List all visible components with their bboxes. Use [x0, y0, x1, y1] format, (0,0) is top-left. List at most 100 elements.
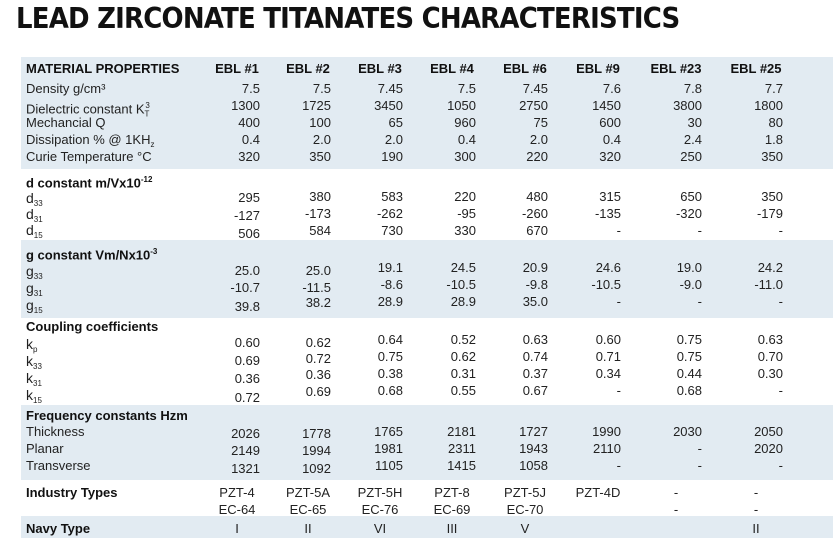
- band-navy: [21, 516, 833, 538]
- industry-type-cell: PZT-5J: [504, 485, 546, 500]
- column-header: EBL #9: [576, 61, 620, 76]
- value-cell: -: [616, 223, 621, 238]
- value-cell: 0.4: [241, 132, 260, 147]
- value-cell: -262: [376, 206, 403, 221]
- industry-type-cell: -: [673, 485, 679, 500]
- column-header: EBL #2: [286, 61, 330, 76]
- value-cell: 0.72: [234, 390, 260, 405]
- value-cell: 75: [533, 115, 548, 130]
- value-cell: 24.5: [450, 260, 476, 275]
- d31-label: d31: [26, 206, 43, 224]
- value-cell: 350: [309, 149, 331, 164]
- material-heading: MATERIAL PROPERTIES: [26, 61, 180, 76]
- value-cell: -10.5: [446, 277, 476, 292]
- value-cell: 0.75: [377, 349, 403, 364]
- value-cell: 1725: [302, 98, 331, 113]
- value-cell: 2149: [231, 443, 260, 458]
- value-cell: -: [697, 441, 702, 456]
- value-cell: 1800: [754, 98, 783, 113]
- value-cell: 7.45: [377, 81, 403, 96]
- value-cell: 330: [454, 223, 476, 238]
- column-header: EBL #25: [730, 61, 782, 76]
- value-cell: -: [616, 294, 621, 309]
- value-cell: 1415: [447, 458, 476, 473]
- value-cell: 7.45: [522, 81, 548, 96]
- value-cell: 506: [238, 226, 260, 241]
- value-cell: -: [778, 458, 783, 473]
- value-cell: 7.8: [683, 81, 702, 96]
- mechanical-q-label: Mechancial Q: [26, 115, 106, 130]
- value-cell: -260: [521, 206, 548, 221]
- value-cell: 3450: [374, 98, 403, 113]
- value-cell: 0.74: [522, 349, 548, 364]
- navy-type-cell: I: [235, 521, 239, 536]
- planar-label: Planar: [26, 441, 64, 456]
- value-cell: 1105: [375, 458, 403, 473]
- value-cell: 584: [309, 223, 331, 238]
- value-cell: 0.52: [450, 332, 476, 347]
- value-cell: 190: [381, 149, 403, 164]
- industry-type-cell: EC-76: [361, 502, 399, 517]
- value-cell: 25.0: [305, 263, 331, 278]
- page-title: LEAD ZIRCONATE TITANATES CHARACTERISTICS: [16, 3, 680, 36]
- value-cell: 320: [599, 149, 621, 164]
- value-cell: 650: [680, 189, 702, 204]
- value-cell: 1.8: [764, 132, 783, 147]
- value-cell: 1943: [519, 441, 548, 456]
- value-cell: 2110: [593, 441, 621, 456]
- band-g-constant: [21, 240, 833, 318]
- value-cell: 19.1: [377, 260, 403, 275]
- industry-type-cell: PZT-4: [219, 485, 255, 500]
- value-cell: 0.31: [450, 366, 476, 381]
- column-header: EBL #1: [215, 61, 259, 76]
- value-cell: 7.5: [457, 81, 476, 96]
- navy-type-cell: III: [446, 521, 458, 536]
- value-cell: -10.5: [591, 277, 621, 292]
- value-cell: 295: [238, 190, 260, 205]
- value-cell: 350: [761, 189, 783, 204]
- value-cell: -320: [675, 206, 702, 221]
- value-cell: 0.44: [676, 366, 702, 381]
- value-cell: 1092: [302, 461, 331, 476]
- value-cell: 0.75: [676, 332, 702, 347]
- value-cell: 380: [309, 189, 331, 204]
- value-cell: 0.37: [522, 366, 548, 381]
- value-cell: 30: [687, 115, 702, 130]
- value-cell: -179: [756, 206, 783, 221]
- value-cell: 0.67: [522, 383, 548, 398]
- value-cell: 0.75: [676, 349, 702, 364]
- value-cell: 1990: [592, 424, 621, 439]
- industry-heading: Industry Types: [26, 485, 118, 500]
- value-cell: 0.62: [305, 335, 331, 350]
- value-cell: 0.69: [234, 353, 260, 368]
- industry-type-cell: PZT-5H: [357, 485, 403, 500]
- value-cell: 0.64: [377, 332, 403, 347]
- value-cell: 0.71: [595, 349, 621, 364]
- value-cell: 583: [381, 189, 403, 204]
- value-cell: 0.34: [595, 366, 621, 381]
- value-cell: 0.70: [757, 349, 783, 364]
- d33-label: d33: [26, 190, 43, 208]
- value-cell: 2.4: [683, 132, 702, 147]
- band-frequency: [21, 405, 833, 480]
- value-cell: 0.55: [450, 383, 476, 398]
- value-cell: 28.9: [377, 294, 403, 309]
- value-cell: 0.60: [234, 335, 260, 350]
- industry-type-cell: -: [753, 485, 759, 500]
- value-cell: -127: [233, 208, 260, 223]
- frequency-heading: Frequency constants Hzm: [26, 408, 188, 423]
- value-cell: -9.0: [679, 277, 702, 292]
- value-cell: 7.5: [312, 81, 331, 96]
- value-cell: -: [778, 383, 783, 398]
- value-cell: -8.6: [380, 277, 403, 292]
- industry-type-cell: PZT-5A: [285, 485, 331, 500]
- value-cell: 0.68: [377, 383, 403, 398]
- value-cell: 0.38: [377, 366, 403, 381]
- value-cell: 2.0: [312, 132, 331, 147]
- value-cell: 1981: [374, 441, 403, 456]
- value-cell: 2050: [754, 424, 783, 439]
- band-material: [21, 57, 833, 169]
- value-cell: -: [697, 294, 702, 309]
- g-constant-heading: g constant Vm/Nx10-3: [26, 247, 158, 263]
- value-cell: -10.7: [230, 280, 260, 295]
